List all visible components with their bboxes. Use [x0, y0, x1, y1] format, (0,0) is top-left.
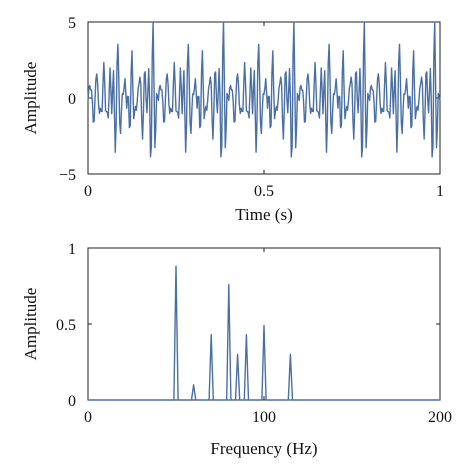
- time-domain-chart: 5 0 −5 0 0.5 1 Time (s) Amplitude: [21, 15, 444, 224]
- spectrum-line: [88, 265, 440, 401]
- freq-y-tick-label-0-5: 0.5: [56, 317, 76, 334]
- freq-y-tick-label-0: 0: [68, 393, 76, 410]
- frequency-spectrum-chart: 1 0.5 0 0 100 200 Frequency (Hz) Amplitu…: [21, 241, 452, 458]
- time-signal-line: [87, 21, 441, 158]
- freq-x-tick-label-100: 100: [252, 409, 276, 426]
- time-y-tick-label-0: 0: [68, 91, 76, 108]
- freq-y-tick-label-1: 1: [68, 241, 76, 258]
- time-x-tick-label-1: 1: [436, 183, 444, 200]
- freq-x-tick-label-200: 200: [428, 409, 452, 426]
- time-x-tick-label-0: 0: [84, 183, 92, 200]
- time-y-axis-label: Amplitude: [21, 62, 40, 135]
- freq-plot-frame: [87, 247, 441, 401]
- time-y-tick-label-neg5: −5: [59, 167, 76, 184]
- time-x-tick-label-0-5: 0.5: [254, 183, 274, 200]
- freq-x-axis-label: Frequency (Hz): [210, 439, 317, 458]
- time-y-tick-label-5: 5: [68, 15, 76, 32]
- time-x-axis-label: Time (s): [235, 205, 292, 224]
- freq-x-tick-label-0: 0: [84, 409, 92, 426]
- freq-y-axis-label: Amplitude: [21, 288, 40, 361]
